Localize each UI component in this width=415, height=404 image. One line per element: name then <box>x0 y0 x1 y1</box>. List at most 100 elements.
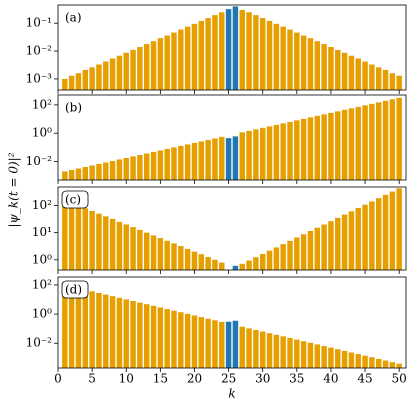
bar <box>355 106 361 180</box>
bar <box>143 44 150 90</box>
bar <box>89 291 95 368</box>
bar <box>246 260 252 270</box>
bar <box>137 155 143 180</box>
bar <box>328 221 334 270</box>
y-tick-label: 10⁻³ <box>26 71 53 85</box>
bar <box>103 216 109 270</box>
bar <box>89 210 95 270</box>
x-tick-label: 0 <box>54 372 62 386</box>
bar <box>171 310 177 368</box>
bar <box>212 259 218 270</box>
bar <box>382 194 389 270</box>
bar <box>62 284 68 368</box>
bar <box>219 12 225 91</box>
bar <box>300 341 307 368</box>
bar <box>75 288 82 368</box>
bar <box>355 354 361 368</box>
bar <box>109 58 116 90</box>
x-tick-label: 15 <box>153 372 168 386</box>
bar <box>157 38 164 90</box>
bar <box>389 191 396 270</box>
bar <box>96 292 102 368</box>
bar <box>198 254 205 270</box>
bar <box>109 296 116 368</box>
bar <box>232 136 239 180</box>
bar <box>375 358 382 368</box>
bar <box>369 64 375 90</box>
bar <box>259 254 266 270</box>
bar <box>259 127 266 180</box>
bar <box>294 120 300 180</box>
bar <box>239 263 245 270</box>
bar <box>225 321 232 368</box>
bar <box>362 355 368 368</box>
y-tick-label: 10⁰ <box>32 307 52 321</box>
bar <box>232 6 239 90</box>
bar <box>212 138 218 180</box>
bar <box>300 234 307 270</box>
bar <box>335 217 341 270</box>
bar <box>198 317 205 368</box>
bar <box>341 52 348 90</box>
y-tick-label: 10¹ <box>32 225 52 239</box>
bar <box>219 136 225 180</box>
bar <box>341 350 348 368</box>
bar <box>130 156 136 180</box>
bar <box>273 334 280 368</box>
bar <box>321 224 327 270</box>
bar <box>143 232 150 270</box>
bar <box>287 29 293 90</box>
bar <box>130 49 136 90</box>
bar <box>335 111 341 180</box>
bar <box>75 205 82 270</box>
x-tick-label: 40 <box>323 372 338 386</box>
bar <box>150 305 157 368</box>
y-tick-label: 10⁻² <box>26 336 53 350</box>
bar <box>314 115 321 180</box>
y-tick-label: 10² <box>32 198 52 212</box>
bar <box>137 46 143 90</box>
bar <box>239 326 245 368</box>
bar <box>369 103 375 180</box>
bar <box>232 265 239 270</box>
bar <box>82 289 89 368</box>
bar <box>198 20 205 91</box>
bar <box>219 262 225 270</box>
bar <box>205 318 211 368</box>
bar <box>389 73 396 90</box>
bar <box>355 207 361 270</box>
bar <box>191 251 198 270</box>
bar <box>280 123 286 180</box>
bar <box>389 362 396 368</box>
bar <box>389 99 396 180</box>
bar <box>287 121 293 180</box>
x-tick-label: 30 <box>255 372 270 386</box>
bar <box>68 286 75 368</box>
annotation-box <box>61 190 89 209</box>
bar <box>294 32 300 90</box>
bar <box>191 23 198 90</box>
bar <box>266 20 273 91</box>
bar <box>178 246 184 270</box>
y-axis-label: |ψ_k(t = 0)|² <box>7 152 21 227</box>
bar <box>300 35 307 90</box>
y-tick-label: 10⁰ <box>32 252 52 266</box>
bar <box>294 237 300 270</box>
bar <box>369 201 375 270</box>
bar <box>68 169 75 180</box>
bar <box>164 309 170 368</box>
bar <box>75 73 82 90</box>
bar <box>130 227 136 270</box>
x-tick-label: 25 <box>221 372 236 386</box>
bar <box>307 38 314 90</box>
bar <box>225 138 232 180</box>
bar <box>171 147 177 180</box>
bar <box>68 202 75 270</box>
bar <box>150 41 157 90</box>
bar <box>157 150 164 180</box>
x-tick-label: 10 <box>119 372 134 386</box>
bar <box>294 339 300 368</box>
x-tick-label: 20 <box>187 372 202 386</box>
bar <box>266 126 273 180</box>
bar <box>369 357 375 368</box>
